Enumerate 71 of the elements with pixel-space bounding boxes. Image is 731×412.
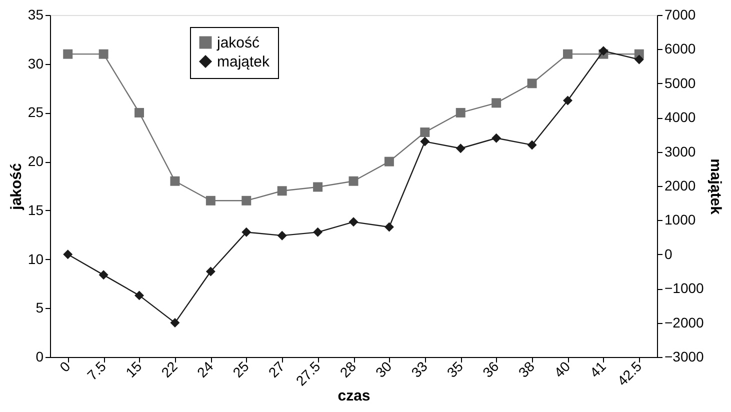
y2-tick-label: 7000 bbox=[664, 6, 696, 22]
point bbox=[206, 196, 216, 206]
y2-tick-label: 0 bbox=[664, 246, 672, 262]
point bbox=[420, 128, 430, 137]
point bbox=[277, 230, 287, 240]
point bbox=[348, 176, 358, 186]
x-tick-label: 36 bbox=[479, 358, 502, 380]
x-tick-label: 27 bbox=[265, 358, 288, 380]
point bbox=[384, 222, 394, 232]
legend-label: jakość bbox=[216, 34, 260, 52]
y-tick-label: 25 bbox=[28, 104, 44, 120]
x-tick-label: 15 bbox=[122, 358, 145, 380]
y2-tick-label: 1000 bbox=[664, 212, 696, 228]
point bbox=[63, 49, 73, 59]
y2-tick-label: −3000 bbox=[664, 348, 704, 364]
point bbox=[456, 108, 466, 118]
x-tick-label: 22 bbox=[158, 358, 181, 380]
y2-tick-label: 5000 bbox=[664, 74, 696, 91]
point bbox=[348, 217, 358, 227]
x-tick-label: 7.5 bbox=[84, 358, 110, 384]
point bbox=[242, 227, 252, 237]
x-tick-label: 42.5 bbox=[614, 358, 645, 389]
y2-axis-title: majątek bbox=[706, 158, 724, 216]
point bbox=[134, 108, 144, 118]
y-tick-label: 30 bbox=[28, 55, 44, 72]
x-tick-label: 30 bbox=[372, 358, 395, 380]
point bbox=[134, 290, 144, 300]
x-tick-label: 28 bbox=[336, 358, 360, 380]
x-tick-label: 35 bbox=[444, 358, 466, 380]
y2-tick-label: 3000 bbox=[664, 143, 696, 160]
y2-tick-label: −1000 bbox=[664, 280, 704, 296]
x-tick-label: 25 bbox=[230, 358, 252, 380]
point bbox=[170, 318, 180, 328]
point bbox=[277, 186, 287, 196]
point bbox=[456, 144, 466, 154]
point bbox=[170, 176, 180, 186]
x-tick-label: 24 bbox=[194, 358, 216, 380]
y-tick-label: 5 bbox=[36, 300, 44, 316]
point bbox=[313, 182, 323, 192]
y-tick-label: 35 bbox=[28, 6, 44, 22]
point bbox=[63, 250, 73, 260]
point bbox=[242, 196, 252, 206]
y-axis-title: jakość bbox=[8, 163, 25, 211]
point bbox=[492, 133, 502, 143]
x-tick-label: 38 bbox=[515, 358, 538, 380]
point bbox=[527, 140, 537, 150]
x-tick-label: 0 bbox=[56, 358, 74, 375]
x-tick-label: 41 bbox=[586, 358, 610, 380]
point bbox=[98, 270, 108, 280]
y-tick-label: 10 bbox=[28, 250, 44, 267]
x-tick-label: 33 bbox=[408, 358, 431, 380]
y2-tick-label: 2000 bbox=[664, 178, 696, 194]
y2-tick-label: 6000 bbox=[664, 40, 696, 57]
y2-tick-label: −2000 bbox=[664, 314, 704, 330]
point bbox=[527, 78, 537, 88]
point bbox=[562, 96, 572, 106]
point bbox=[384, 156, 394, 166]
legend-label: majątek bbox=[217, 54, 270, 70]
y-tick-label: 15 bbox=[28, 202, 44, 218]
y2-tick-label: 4000 bbox=[664, 109, 696, 126]
point bbox=[420, 136, 430, 146]
point bbox=[313, 227, 323, 237]
x-tick-label: 40 bbox=[550, 358, 574, 380]
point bbox=[598, 46, 608, 56]
y-tick-label: 20 bbox=[28, 153, 44, 170]
point bbox=[206, 266, 216, 276]
point bbox=[562, 49, 572, 59]
x-axis-title: czas bbox=[338, 388, 370, 405]
point bbox=[634, 54, 644, 64]
point bbox=[98, 49, 108, 59]
point bbox=[492, 98, 502, 108]
